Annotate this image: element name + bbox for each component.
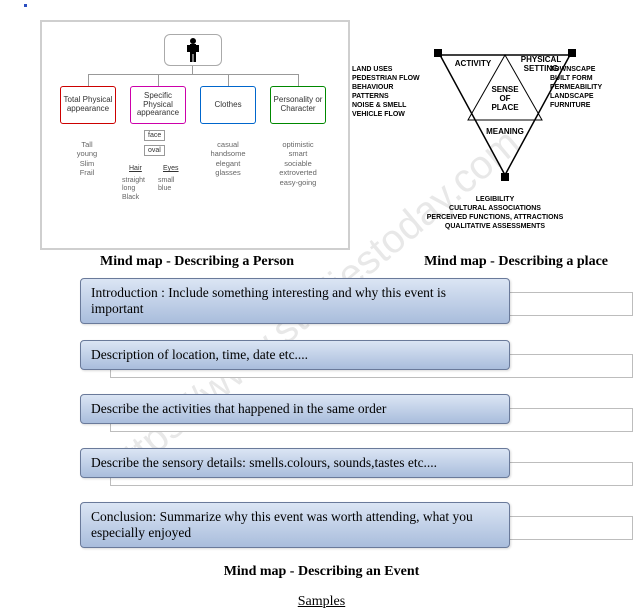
tri-sense: SENSEOFPLACE <box>480 85 530 112</box>
person-icon <box>185 37 201 63</box>
top-row: Total Physical appearance Specific Physi… <box>0 0 643 250</box>
caption-place: Mind map - Describing a place <box>424 254 608 270</box>
place-bottom-list: LEGIBILITYCULTURAL ASSOCIATIONSPERCEIVED… <box>370 195 620 231</box>
label-eyes: Eyes <box>160 164 182 173</box>
caption-person: Mind map - Describing a Person <box>100 254 294 270</box>
place-mindmap: LAND USESPEDESTRIAN FLOWBEHAVIOURPATTERN… <box>370 20 620 250</box>
tri-meaning: MEANING <box>478 127 532 136</box>
place-left-list: LAND USESPEDESTRIAN FLOWBEHAVIOURPATTERN… <box>352 65 442 120</box>
event-row: Description of location, time, date etc.… <box>80 340 613 380</box>
leaf-clothes: casualhandsomeelegantglasses <box>200 140 256 178</box>
event-row: Conclusion: Summarize why this event was… <box>80 502 613 550</box>
tri-activity: ACTIVITY <box>448 59 498 68</box>
event-step-3: Describe the activities that happened in… <box>80 394 510 424</box>
event-step-5: Conclusion: Summarize why this event was… <box>80 502 510 548</box>
leaf-total: TallyoungSlimFrail <box>62 140 112 178</box>
captions-row: Mind map - Describing a Person Mind map … <box>0 250 643 278</box>
event-row: Describe the activities that happened in… <box>80 394 613 434</box>
vals-hair: straightlongBlack <box>122 177 145 202</box>
event-row: Introduction : Include something interes… <box>80 278 613 326</box>
mini-face: face <box>144 130 165 141</box>
mini-oval: oval <box>144 145 165 156</box>
person-mindmap: Total Physical appearance Specific Physi… <box>40 20 350 250</box>
event-step-4: Describe the sensory details: smells.col… <box>80 448 510 478</box>
triangle: ACTIVITY PHYSICALSETTING SENSEOFPLACE ME… <box>430 45 580 185</box>
branch-clothes: Clothes <box>200 86 256 124</box>
vals-eyes: smallblue <box>158 177 174 194</box>
branch-specific-physical: Specific Physical appearance <box>130 86 186 124</box>
event-step-2: Description of location, time, date etc.… <box>80 340 510 370</box>
event-step-1: Introduction : Include something interes… <box>80 278 510 324</box>
person-root <box>164 34 222 66</box>
branch-total-physical: Total Physical appearance <box>60 86 116 124</box>
label-hair: Hair <box>126 164 145 173</box>
event-steps: Introduction : Include something interes… <box>0 278 643 550</box>
event-row: Describe the sensory details: smells.col… <box>80 448 613 488</box>
leaf-personality: optimisticsmartsociableextrovertedeasy-g… <box>270 140 326 187</box>
samples-heading: Samples <box>0 594 643 610</box>
branch-personality: Personality or Character <box>270 86 326 124</box>
tri-physical: PHYSICALSETTING <box>514 55 568 73</box>
caption-event: Mind map - Describing an Event <box>0 564 643 580</box>
